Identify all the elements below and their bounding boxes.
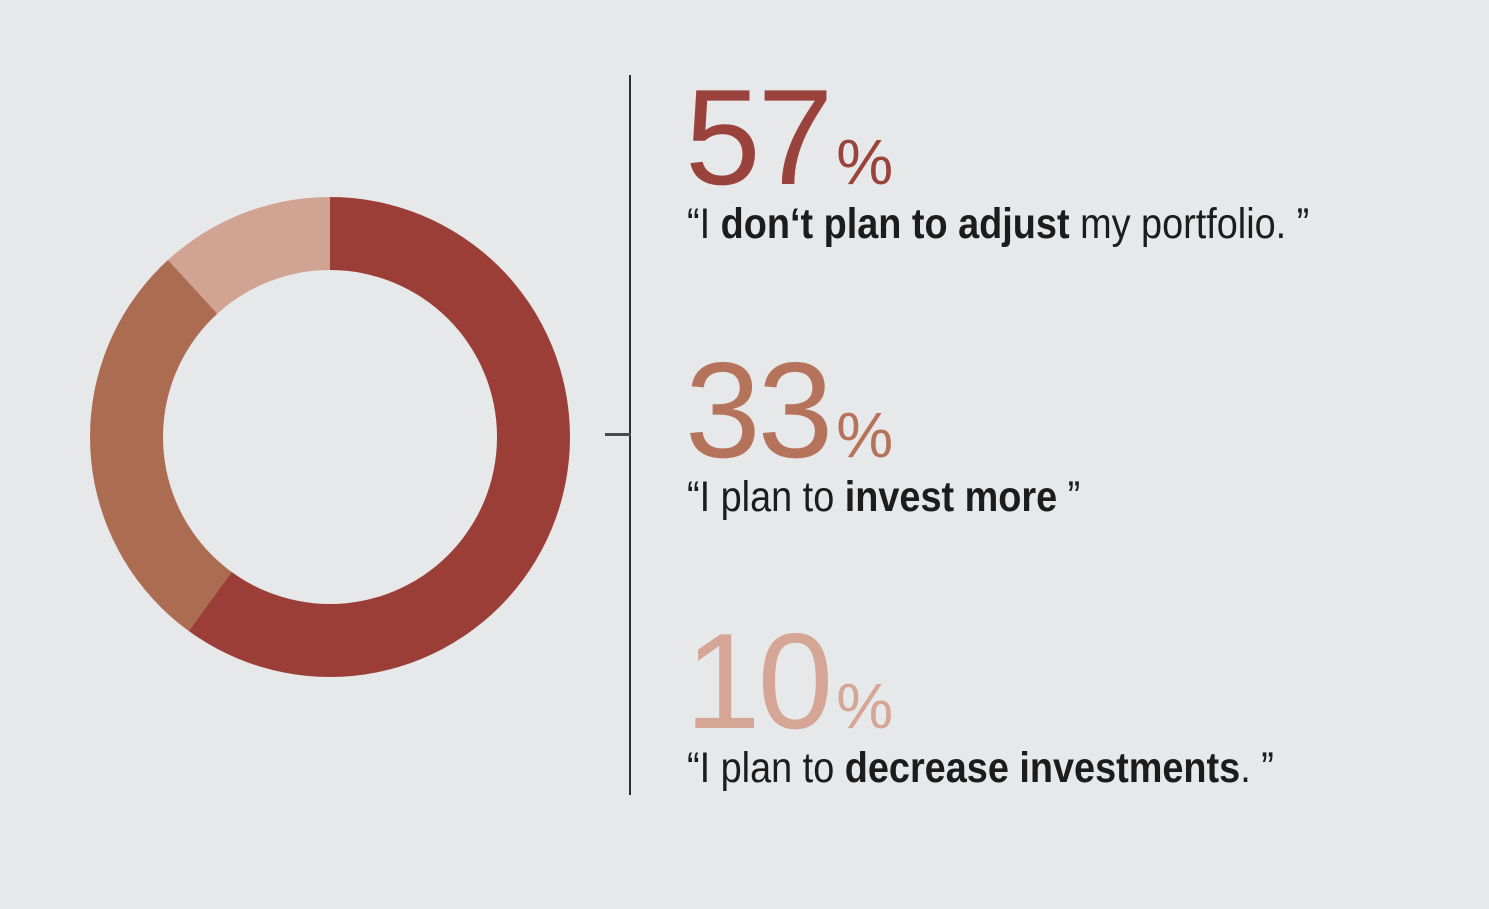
percent-number: 57: [685, 61, 833, 213]
percent-value-33: 33%: [685, 342, 893, 478]
callout-no-adjust: 57% “I don‘t plan to adjust my portfolio…: [685, 69, 1485, 319]
callout-decrease: 10% “I plan to decrease investments. ”: [685, 613, 1485, 863]
percent-number: 10: [685, 605, 833, 757]
percent-sign: %: [836, 670, 894, 742]
donut-chart: [90, 197, 570, 677]
percent-value-57: 57%: [685, 69, 893, 205]
quote-text-decrease: “I plan to decrease investments. ”: [687, 744, 1274, 792]
percent-number: 33: [685, 334, 833, 486]
quote-text-no-adjust: “I don‘t plan to adjust my portfolio. ”: [687, 200, 1310, 248]
quote-text-invest-more: “I plan to invest more ”: [687, 473, 1081, 521]
callout-invest-more: 33% “I plan to invest more ”: [685, 342, 1485, 592]
percent-sign: %: [836, 126, 894, 198]
connector-tick: [605, 433, 631, 436]
percent-value-10: 10%: [685, 613, 893, 749]
percent-sign: %: [836, 399, 894, 471]
